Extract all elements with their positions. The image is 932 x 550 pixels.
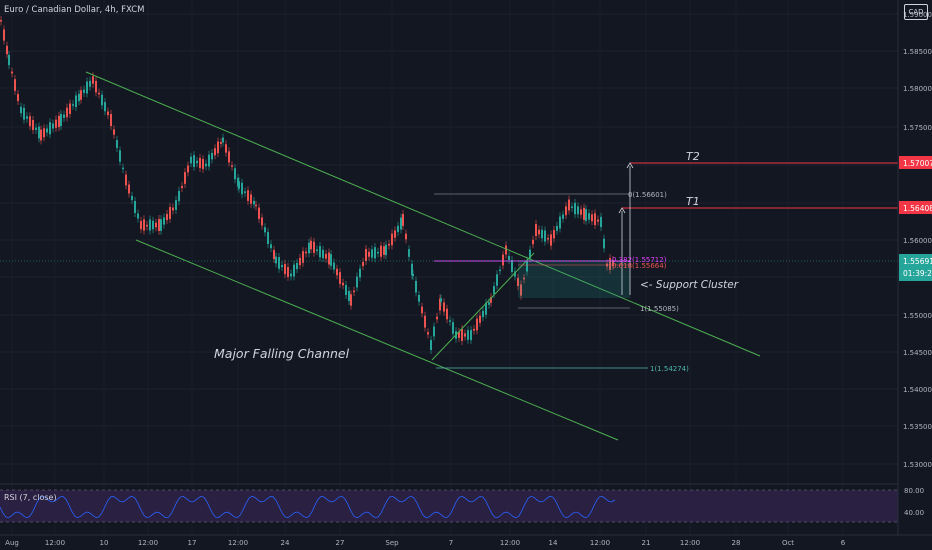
time-tick-label: 12:00 xyxy=(590,539,610,547)
time-tick-label: 12:00 xyxy=(45,539,65,547)
time-tick-label: 17 xyxy=(188,539,197,547)
fib-1-lower-text: 1(1.54274) xyxy=(650,365,689,373)
grid-lines xyxy=(0,13,898,465)
price-tick-label: 1.57500 xyxy=(903,124,932,132)
price-tick-label: 1.56000 xyxy=(903,237,932,245)
svg-text:01:39:28: 01:39:28 xyxy=(903,269,932,278)
rsi-line xyxy=(0,495,616,519)
time-tick-label: 21 xyxy=(642,539,651,547)
time-tick-label: 7 xyxy=(449,539,453,547)
falling-channel[interactable] xyxy=(85,71,761,441)
time-tick-label: Sep xyxy=(385,539,399,547)
time-tick-label: 12:00 xyxy=(138,539,158,547)
last-price-label: 1.55691 01:39:28 xyxy=(899,254,932,281)
price-axis[interactable]: 1.590001.585001.580001.575001.570001.565… xyxy=(903,11,932,469)
time-tick-label: 12:00 xyxy=(500,539,520,547)
channel-lower-line[interactable] xyxy=(135,239,619,441)
candlesticks xyxy=(0,16,614,355)
price-tick-label: 1.59000 xyxy=(903,11,932,19)
t1-arrow-head xyxy=(618,207,626,214)
fibonacci-levels[interactable] xyxy=(434,193,648,369)
fib-0618-text: 0.618(1.55664) xyxy=(612,262,667,270)
t1-text[interactable]: T1 xyxy=(686,195,700,208)
svg-text:1.55691: 1.55691 xyxy=(903,257,932,266)
t1-price-label: 1.56408 xyxy=(899,201,932,214)
time-tick-label: 28 xyxy=(732,539,741,547)
fib-0382-text: 0.382(1.55712) xyxy=(612,256,667,264)
t2-arrow-head xyxy=(626,162,634,169)
rsi-tick-40: 40.00 xyxy=(904,509,924,517)
support-cluster-text[interactable]: <- Support Cluster xyxy=(640,279,739,291)
time-tick-label: 14 xyxy=(549,539,558,547)
rsi-band xyxy=(0,490,898,522)
rsi-axis: 80.00 40.00 xyxy=(904,487,924,517)
time-tick-label: 12:00 xyxy=(680,539,700,547)
price-tick-label: 1.55000 xyxy=(903,312,932,320)
time-tick-label: 12:00 xyxy=(228,539,248,547)
channel-upper-line[interactable] xyxy=(85,71,761,357)
channel-mid-line[interactable] xyxy=(431,252,535,361)
time-axis[interactable]: Aug 12:00 10 12:00 17 12:00 24 27 Sep 7 12:00 14 12:… xyxy=(5,539,846,547)
rsi-tick-80: 80.00 xyxy=(904,487,924,495)
fib-0-text: 0(1.56601) xyxy=(628,191,667,199)
fib-1-upper-text: 1(1.55085) xyxy=(640,305,679,313)
price-tick-label: 1.58000 xyxy=(903,85,932,93)
rsi-label[interactable]: RSI (7, close) xyxy=(4,493,57,502)
price-tick-label: 1.58500 xyxy=(903,48,932,56)
currency-badge[interactable]: CAD xyxy=(904,4,928,20)
t2-text[interactable]: T2 xyxy=(686,150,700,163)
svg-text:1.57007: 1.57007 xyxy=(903,159,932,168)
support-cluster-zone xyxy=(518,260,630,298)
rsi-pane[interactable] xyxy=(0,483,898,523)
channel-text[interactable]: Major Falling Channel xyxy=(214,346,350,361)
price-tick-label: 1.54000 xyxy=(903,386,932,394)
price-tick-label: 1.54500 xyxy=(903,349,932,357)
time-tick-label: Aug xyxy=(5,539,19,547)
targets[interactable] xyxy=(618,162,898,295)
symbol-title[interactable]: Euro / Canadian Dollar, 4h, FXCM xyxy=(4,5,145,15)
time-tick-label: Oct xyxy=(782,539,794,547)
price-tick-label: 1.53000 xyxy=(903,461,932,469)
time-tick-label: 24 xyxy=(281,539,290,547)
price-tick-label: 1.53500 xyxy=(903,423,932,431)
svg-text:1.56408: 1.56408 xyxy=(903,204,932,213)
time-tick-label: 27 xyxy=(336,539,345,547)
time-tick-label: 10 xyxy=(100,539,109,547)
t2-price-label: 1.57007 xyxy=(899,156,932,169)
time-tick-label: 6 xyxy=(841,539,846,547)
